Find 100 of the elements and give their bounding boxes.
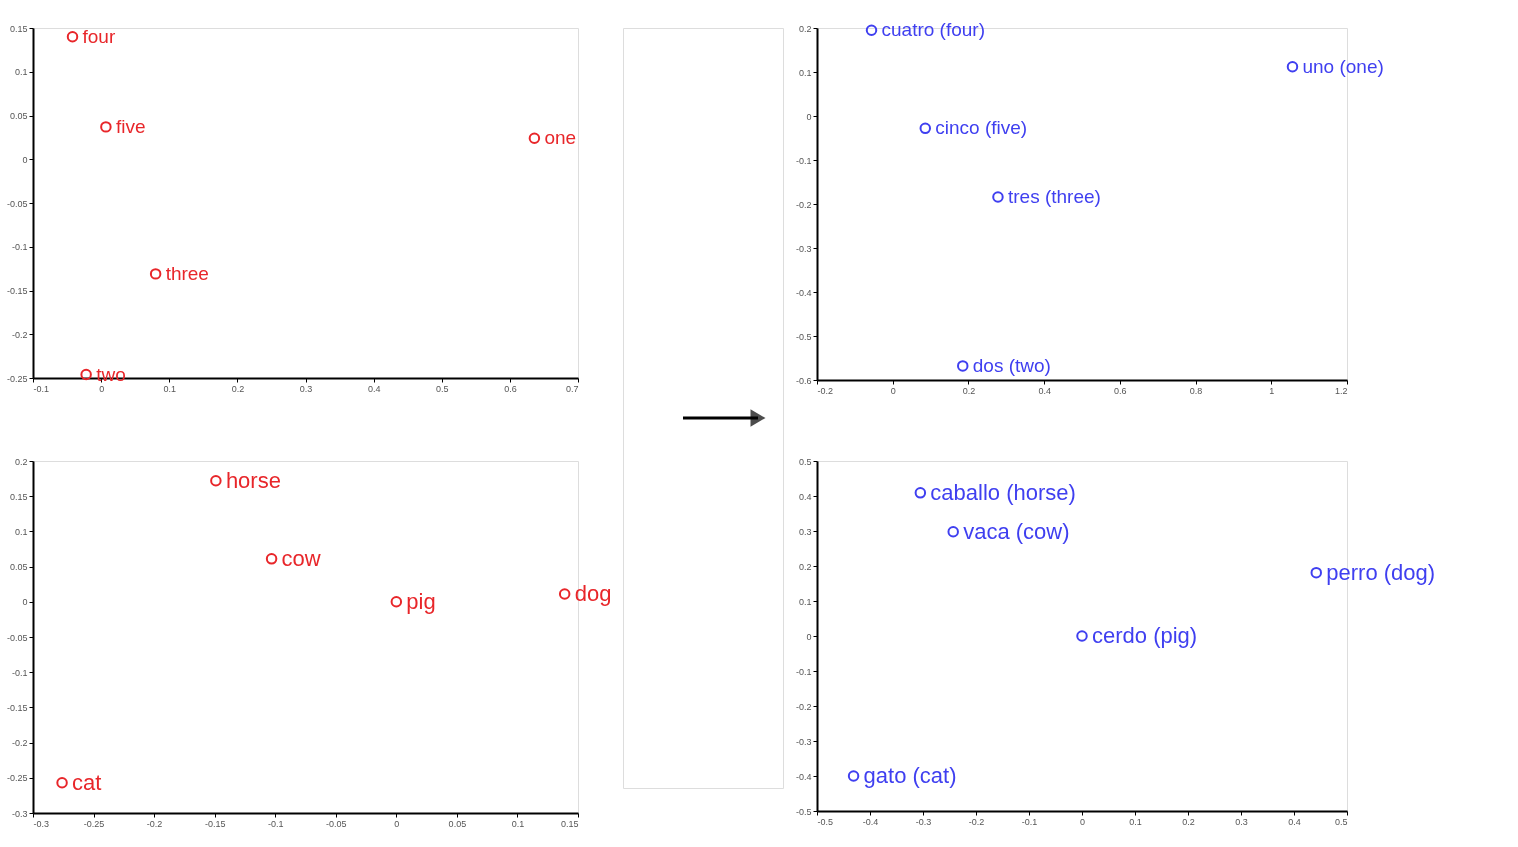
y-tick-label: -0.2 bbox=[795, 701, 812, 712]
annotation: caballo (horse) bbox=[930, 479, 1076, 505]
y-tick-label: 0.5 bbox=[798, 456, 812, 467]
x-tick-label: 0.6 bbox=[504, 383, 517, 394]
y-tick-label: -0.2 bbox=[795, 199, 812, 210]
y-tick-label: -0.3 bbox=[795, 243, 812, 254]
x-tick-label: -0.2 bbox=[817, 385, 834, 396]
point bbox=[210, 474, 222, 487]
x-tick-label: 0.4 bbox=[1038, 385, 1051, 396]
y-tick-label: -0.1 bbox=[795, 666, 812, 677]
x-tick-label: 0.2 bbox=[1182, 816, 1195, 827]
x-tick-label: 0.4 bbox=[1288, 816, 1301, 827]
y-tick-label: -0.25 bbox=[6, 373, 28, 384]
y-tick-label: 0.3 bbox=[798, 526, 812, 537]
y-tick-label: 0 bbox=[806, 631, 812, 642]
x-tick-label: 0 bbox=[99, 383, 105, 394]
y-tick-label: 0.1 bbox=[798, 596, 812, 607]
y-tick-label: 0.15 bbox=[9, 491, 28, 502]
y-tick-label: -0.05 bbox=[6, 632, 28, 643]
x-tick-label: -0.1 bbox=[33, 383, 50, 394]
y-tick-label: 0.4 bbox=[798, 491, 812, 502]
x-tick-label: 0.05 bbox=[448, 818, 467, 829]
x-tick-label: -0.25 bbox=[83, 818, 105, 829]
annotation: one bbox=[544, 127, 577, 149]
y-tick-label: -0.5 bbox=[795, 806, 812, 817]
annotation: four bbox=[82, 25, 116, 47]
x-tick-label: -0.4 bbox=[862, 816, 879, 827]
point bbox=[56, 776, 68, 789]
y-tick-label: 0.05 bbox=[9, 111, 28, 121]
annotation: cow bbox=[281, 545, 321, 571]
y-tick-label: -0.5 bbox=[795, 331, 812, 342]
x-tick-label: -0.2 bbox=[146, 818, 163, 829]
y-tick-label: -0.2 bbox=[11, 738, 28, 749]
x-tick-label: -0.05 bbox=[326, 818, 347, 829]
y-tick-label: -0.4 bbox=[795, 287, 812, 298]
x-tick-label: -0.15 bbox=[204, 818, 226, 829]
y-tick-label: -0.05 bbox=[6, 198, 28, 209]
y-tick-label: -0.2 bbox=[11, 329, 28, 340]
annotation: dos (two) bbox=[972, 354, 1051, 376]
annotation: horse bbox=[225, 467, 281, 493]
annotation: vaca (cow) bbox=[963, 518, 1070, 544]
x-tick-label: -0.1 bbox=[1021, 816, 1038, 827]
y-tick-label: -0.1 bbox=[11, 242, 28, 253]
point bbox=[390, 596, 403, 608]
y-tick-label: 0.1 bbox=[14, 67, 28, 78]
y-tick-label: -0.3 bbox=[11, 808, 28, 819]
annotation: pig bbox=[406, 588, 436, 614]
point bbox=[1076, 630, 1088, 642]
y-tick-label: -0.4 bbox=[795, 771, 812, 782]
x-tick-label: 0.1 bbox=[511, 818, 525, 829]
y-tick-label: 0.2 bbox=[798, 561, 812, 572]
x-tick-label: 0 bbox=[890, 385, 896, 396]
y-tick-label: 0.2 bbox=[798, 23, 812, 34]
point bbox=[947, 525, 959, 538]
x-tick-label: 0.4 bbox=[367, 383, 381, 394]
y-tick-label: 0 bbox=[22, 597, 28, 608]
point bbox=[265, 553, 278, 565]
x-tick-label: 0 bbox=[1079, 816, 1086, 827]
annotation: cuatro (four) bbox=[881, 19, 985, 41]
x-tick-label: -0.3 bbox=[33, 818, 50, 829]
annotation: cerdo (pig) bbox=[1092, 623, 1198, 648]
x-tick-label: 0.6 bbox=[1114, 385, 1127, 396]
y-tick-label: -0.3 bbox=[795, 736, 812, 747]
y-tick-label: 0 bbox=[806, 111, 812, 122]
y-tick-label: -0.15 bbox=[6, 702, 28, 713]
x-tick-label: 0.1 bbox=[1129, 816, 1142, 827]
annotation: dog bbox=[574, 581, 612, 607]
x-tick-label: 0 bbox=[394, 818, 400, 829]
x-tick-label: 0.3 bbox=[1235, 816, 1248, 827]
x-tick-label: 1.2 bbox=[1334, 385, 1348, 396]
x-tick-label: 0.3 bbox=[299, 383, 313, 394]
annotation: tres (three) bbox=[1007, 185, 1101, 207]
x-tick-label: 1 bbox=[1269, 385, 1275, 396]
y-tick-label: -0.6 bbox=[795, 375, 812, 386]
point bbox=[847, 770, 860, 782]
x-tick-label: 0.1 bbox=[163, 383, 177, 394]
y-tick-label: -0.15 bbox=[6, 286, 28, 296]
x-tick-label: 0.15 bbox=[560, 818, 579, 829]
point bbox=[558, 588, 571, 600]
y-tick-label: 0 bbox=[22, 154, 28, 165]
x-tick-label: -0.5 bbox=[817, 816, 834, 827]
y-tick-label: -0.25 bbox=[6, 773, 28, 784]
y-tick-label: 0.1 bbox=[798, 67, 812, 78]
point bbox=[1310, 566, 1322, 579]
y-tick-label: -0.1 bbox=[11, 667, 28, 678]
y-tick-label: 0.2 bbox=[14, 456, 28, 467]
y-tick-label: -0.1 bbox=[795, 155, 812, 166]
y-tick-label: 0.1 bbox=[14, 526, 28, 537]
x-tick-label: 0.2 bbox=[231, 383, 245, 394]
y-tick-label: 0.05 bbox=[9, 562, 28, 573]
annotation: perro (dog) bbox=[1326, 559, 1436, 585]
x-tick-label: -0.3 bbox=[915, 816, 932, 827]
annotation: cat bbox=[72, 769, 102, 795]
x-tick-label: -0.1 bbox=[267, 818, 284, 829]
annotation: five bbox=[115, 115, 146, 137]
point bbox=[914, 487, 927, 499]
annotation: uno (one) bbox=[1302, 55, 1384, 77]
annotation: cinco (five) bbox=[935, 117, 1028, 139]
x-tick-label: 0.5 bbox=[1334, 816, 1348, 827]
x-tick-label: 0.2 bbox=[962, 385, 976, 396]
